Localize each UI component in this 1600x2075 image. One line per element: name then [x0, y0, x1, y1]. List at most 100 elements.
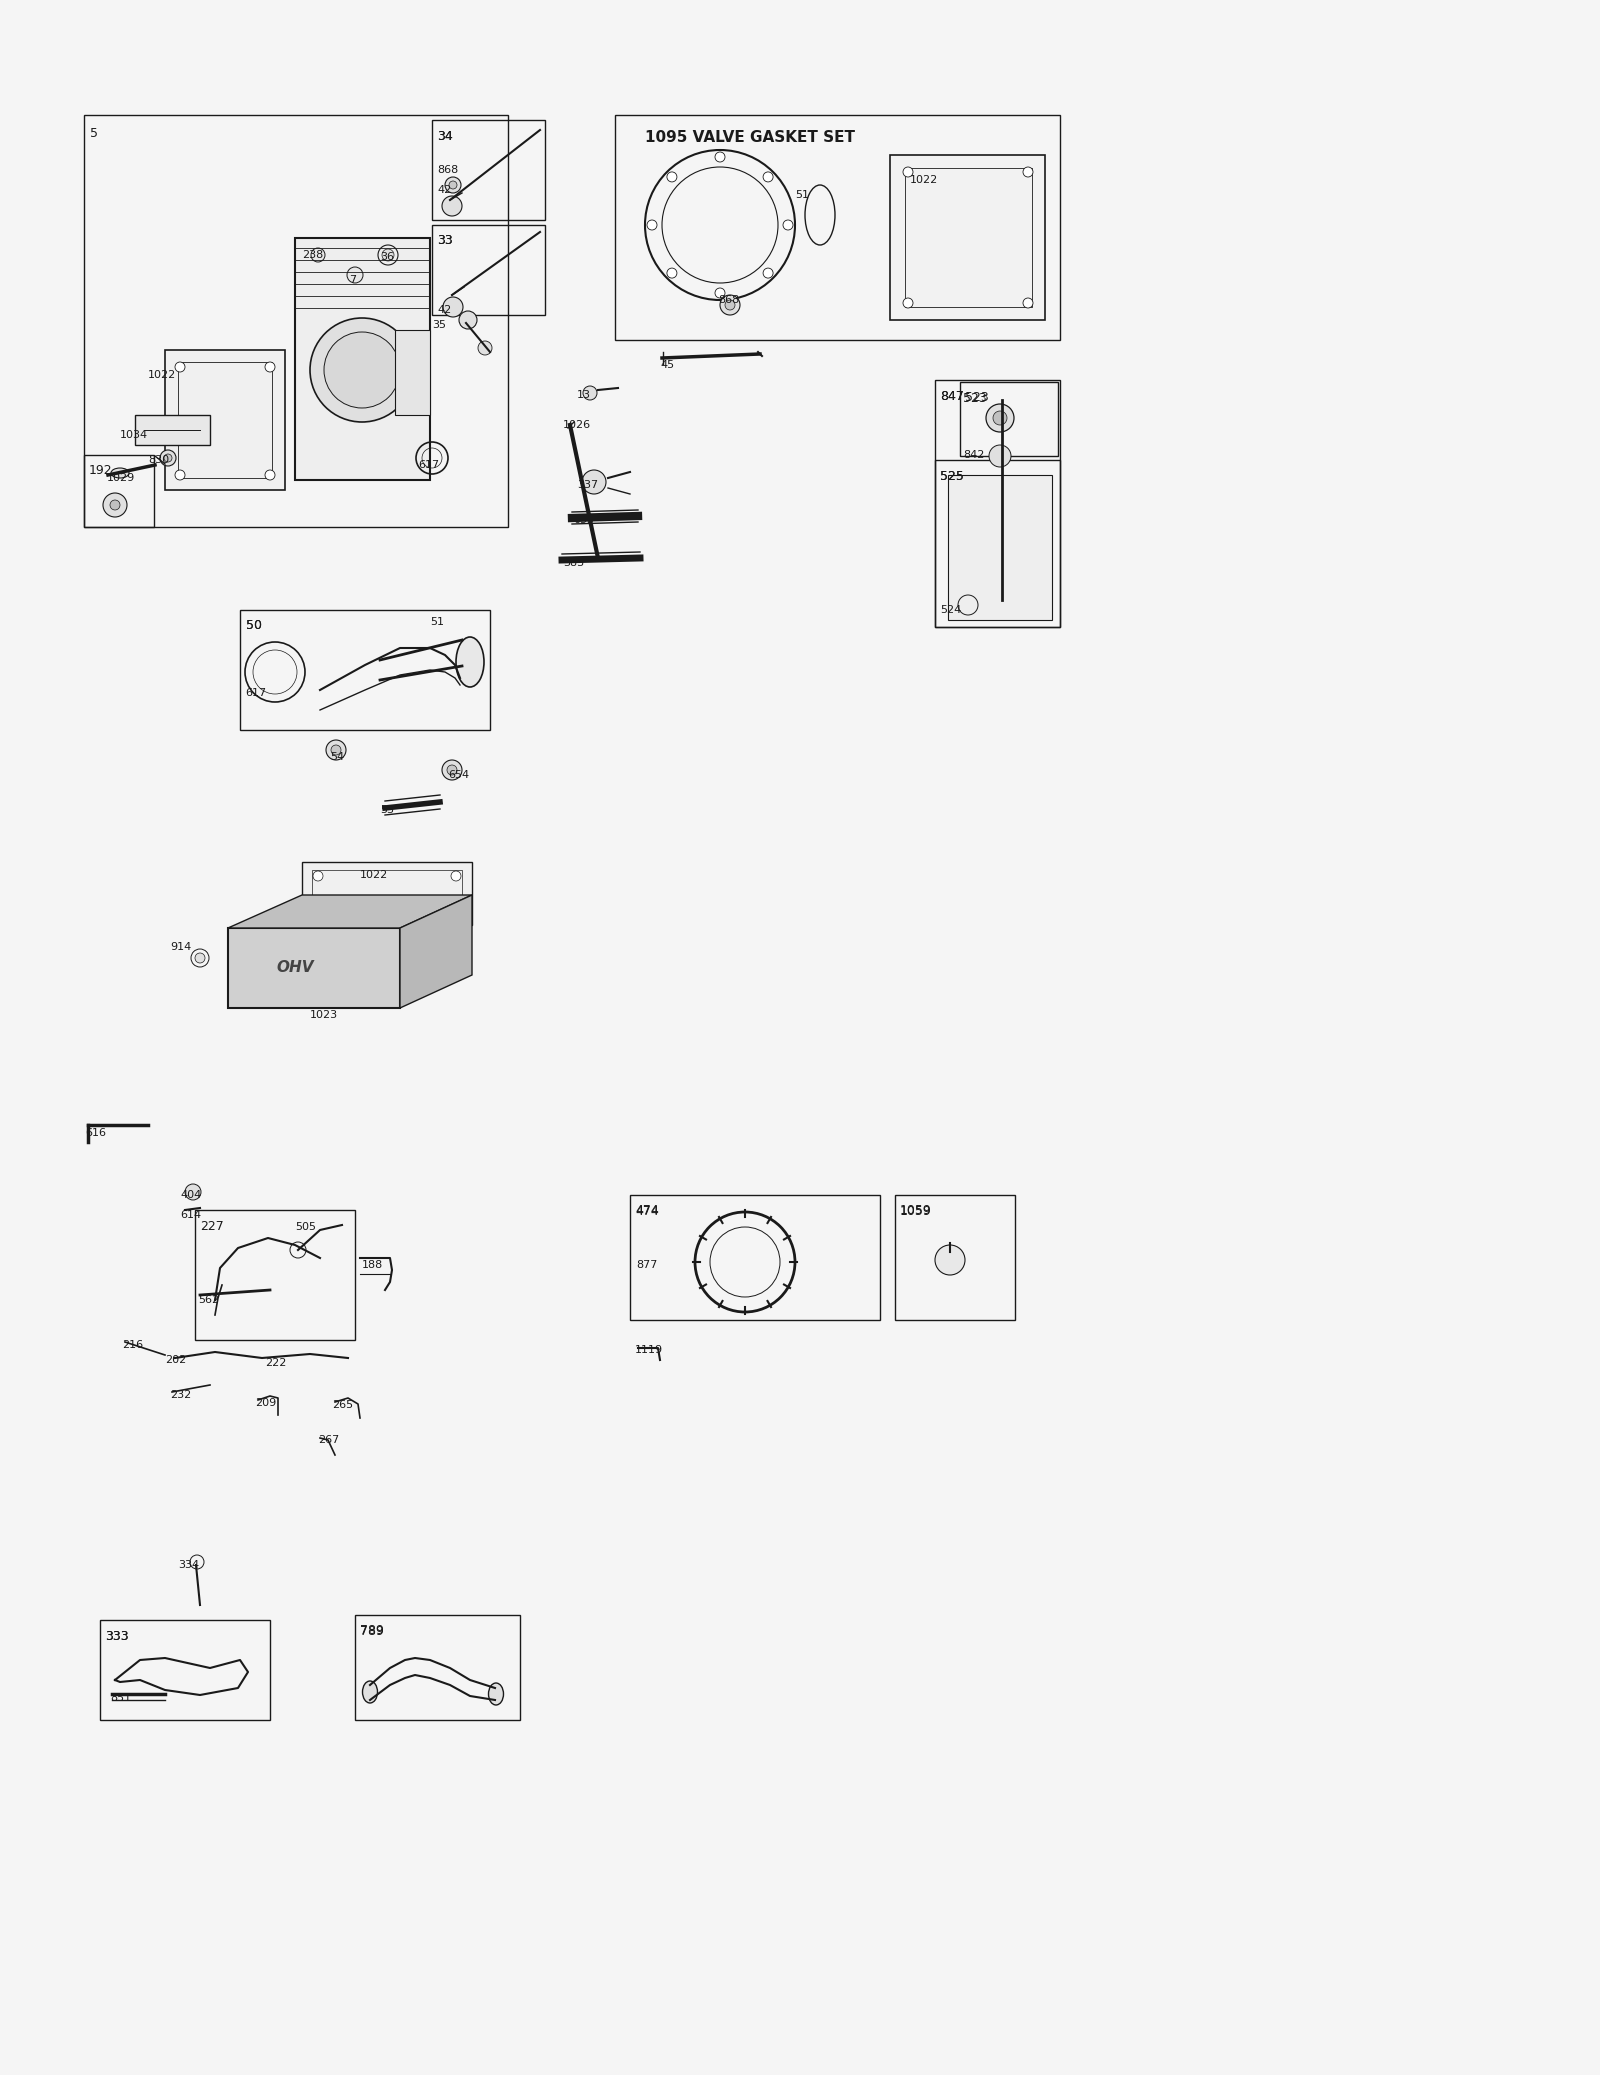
Text: 42: 42	[437, 185, 451, 195]
Bar	[312, 869, 462, 917]
Circle shape	[310, 317, 414, 421]
Text: 42: 42	[437, 305, 451, 315]
Text: 227: 227	[200, 1220, 224, 1233]
Text: 562: 562	[198, 1295, 219, 1305]
Circle shape	[266, 471, 275, 479]
Text: 654: 654	[448, 770, 469, 780]
Circle shape	[442, 759, 462, 780]
Bar	[355, 1614, 520, 1720]
Bar	[134, 415, 210, 444]
Text: 50: 50	[246, 618, 262, 633]
Circle shape	[382, 249, 394, 261]
Circle shape	[902, 166, 914, 176]
Bar	[195, 1210, 355, 1340]
Circle shape	[646, 220, 658, 230]
Text: 523: 523	[963, 392, 987, 405]
Text: 1026: 1026	[563, 419, 590, 430]
Text: 232: 232	[170, 1390, 192, 1401]
Circle shape	[986, 405, 1014, 432]
Circle shape	[715, 288, 725, 299]
Text: 333: 333	[106, 1631, 128, 1643]
Bar	[432, 120, 546, 220]
Circle shape	[165, 454, 173, 463]
Text: 33: 33	[437, 234, 453, 247]
Circle shape	[326, 741, 346, 759]
Ellipse shape	[363, 1681, 378, 1704]
Bar	[890, 156, 1045, 320]
Text: 33: 33	[437, 234, 453, 247]
Circle shape	[195, 952, 205, 963]
Bar	[83, 454, 154, 527]
Circle shape	[715, 151, 725, 162]
Polygon shape	[229, 894, 472, 928]
Circle shape	[186, 1185, 202, 1199]
Text: 1029: 1029	[107, 473, 136, 483]
Circle shape	[102, 494, 126, 517]
Circle shape	[934, 1245, 965, 1274]
Circle shape	[266, 361, 275, 371]
Text: 5: 5	[90, 127, 98, 139]
Text: 474: 474	[635, 1206, 659, 1218]
Text: 36: 36	[381, 251, 394, 261]
Bar	[934, 380, 1059, 627]
Text: 616: 616	[85, 1129, 106, 1137]
Text: 1059: 1059	[899, 1204, 931, 1218]
Bar	[894, 1195, 1014, 1320]
Text: 53: 53	[381, 805, 394, 815]
Text: 523: 523	[965, 390, 989, 405]
Text: 54: 54	[330, 751, 344, 762]
Circle shape	[989, 444, 1011, 467]
Circle shape	[314, 872, 323, 882]
Bar	[240, 610, 490, 730]
Circle shape	[459, 311, 477, 330]
Bar	[83, 114, 509, 527]
Text: 524: 524	[941, 606, 962, 614]
Bar	[630, 1195, 880, 1320]
Circle shape	[174, 361, 186, 371]
Text: 45: 45	[661, 359, 674, 369]
Text: 1022: 1022	[910, 174, 938, 185]
Text: 34: 34	[437, 131, 453, 143]
Circle shape	[667, 172, 677, 183]
Text: 1095 VALVE GASKET SET: 1095 VALVE GASKET SET	[645, 131, 854, 145]
Text: 188: 188	[362, 1260, 384, 1270]
Bar	[947, 475, 1053, 620]
Text: 1059: 1059	[899, 1206, 931, 1218]
Circle shape	[331, 745, 341, 755]
Circle shape	[582, 471, 606, 494]
Circle shape	[174, 471, 186, 479]
Text: 265: 265	[333, 1401, 354, 1411]
Ellipse shape	[110, 469, 130, 477]
Circle shape	[763, 268, 773, 278]
Text: 50: 50	[246, 618, 262, 633]
Circle shape	[443, 297, 462, 317]
Text: 914: 914	[170, 942, 192, 952]
Circle shape	[314, 907, 323, 917]
Text: 1022: 1022	[360, 869, 389, 880]
Circle shape	[110, 500, 120, 510]
Text: 877: 877	[637, 1260, 658, 1270]
Circle shape	[1022, 299, 1034, 307]
Bar	[302, 861, 472, 925]
Text: 216: 216	[122, 1340, 142, 1351]
Text: 34: 34	[437, 131, 453, 143]
Text: 617: 617	[245, 689, 266, 697]
Text: 474: 474	[635, 1204, 659, 1218]
Text: 238: 238	[302, 249, 323, 259]
Text: 868: 868	[718, 295, 739, 305]
Circle shape	[994, 411, 1006, 425]
Polygon shape	[165, 351, 285, 490]
Text: 1119: 1119	[635, 1345, 662, 1355]
Text: 505: 505	[294, 1222, 317, 1233]
Bar	[99, 1621, 270, 1720]
Text: 847: 847	[941, 390, 963, 403]
Text: 334: 334	[178, 1560, 198, 1571]
Text: 333: 333	[106, 1631, 128, 1643]
Text: 842: 842	[963, 450, 984, 461]
Circle shape	[450, 181, 458, 189]
Circle shape	[667, 268, 677, 278]
Polygon shape	[400, 894, 472, 1008]
Circle shape	[451, 907, 461, 917]
Ellipse shape	[456, 637, 483, 687]
Text: 635: 635	[573, 515, 594, 525]
